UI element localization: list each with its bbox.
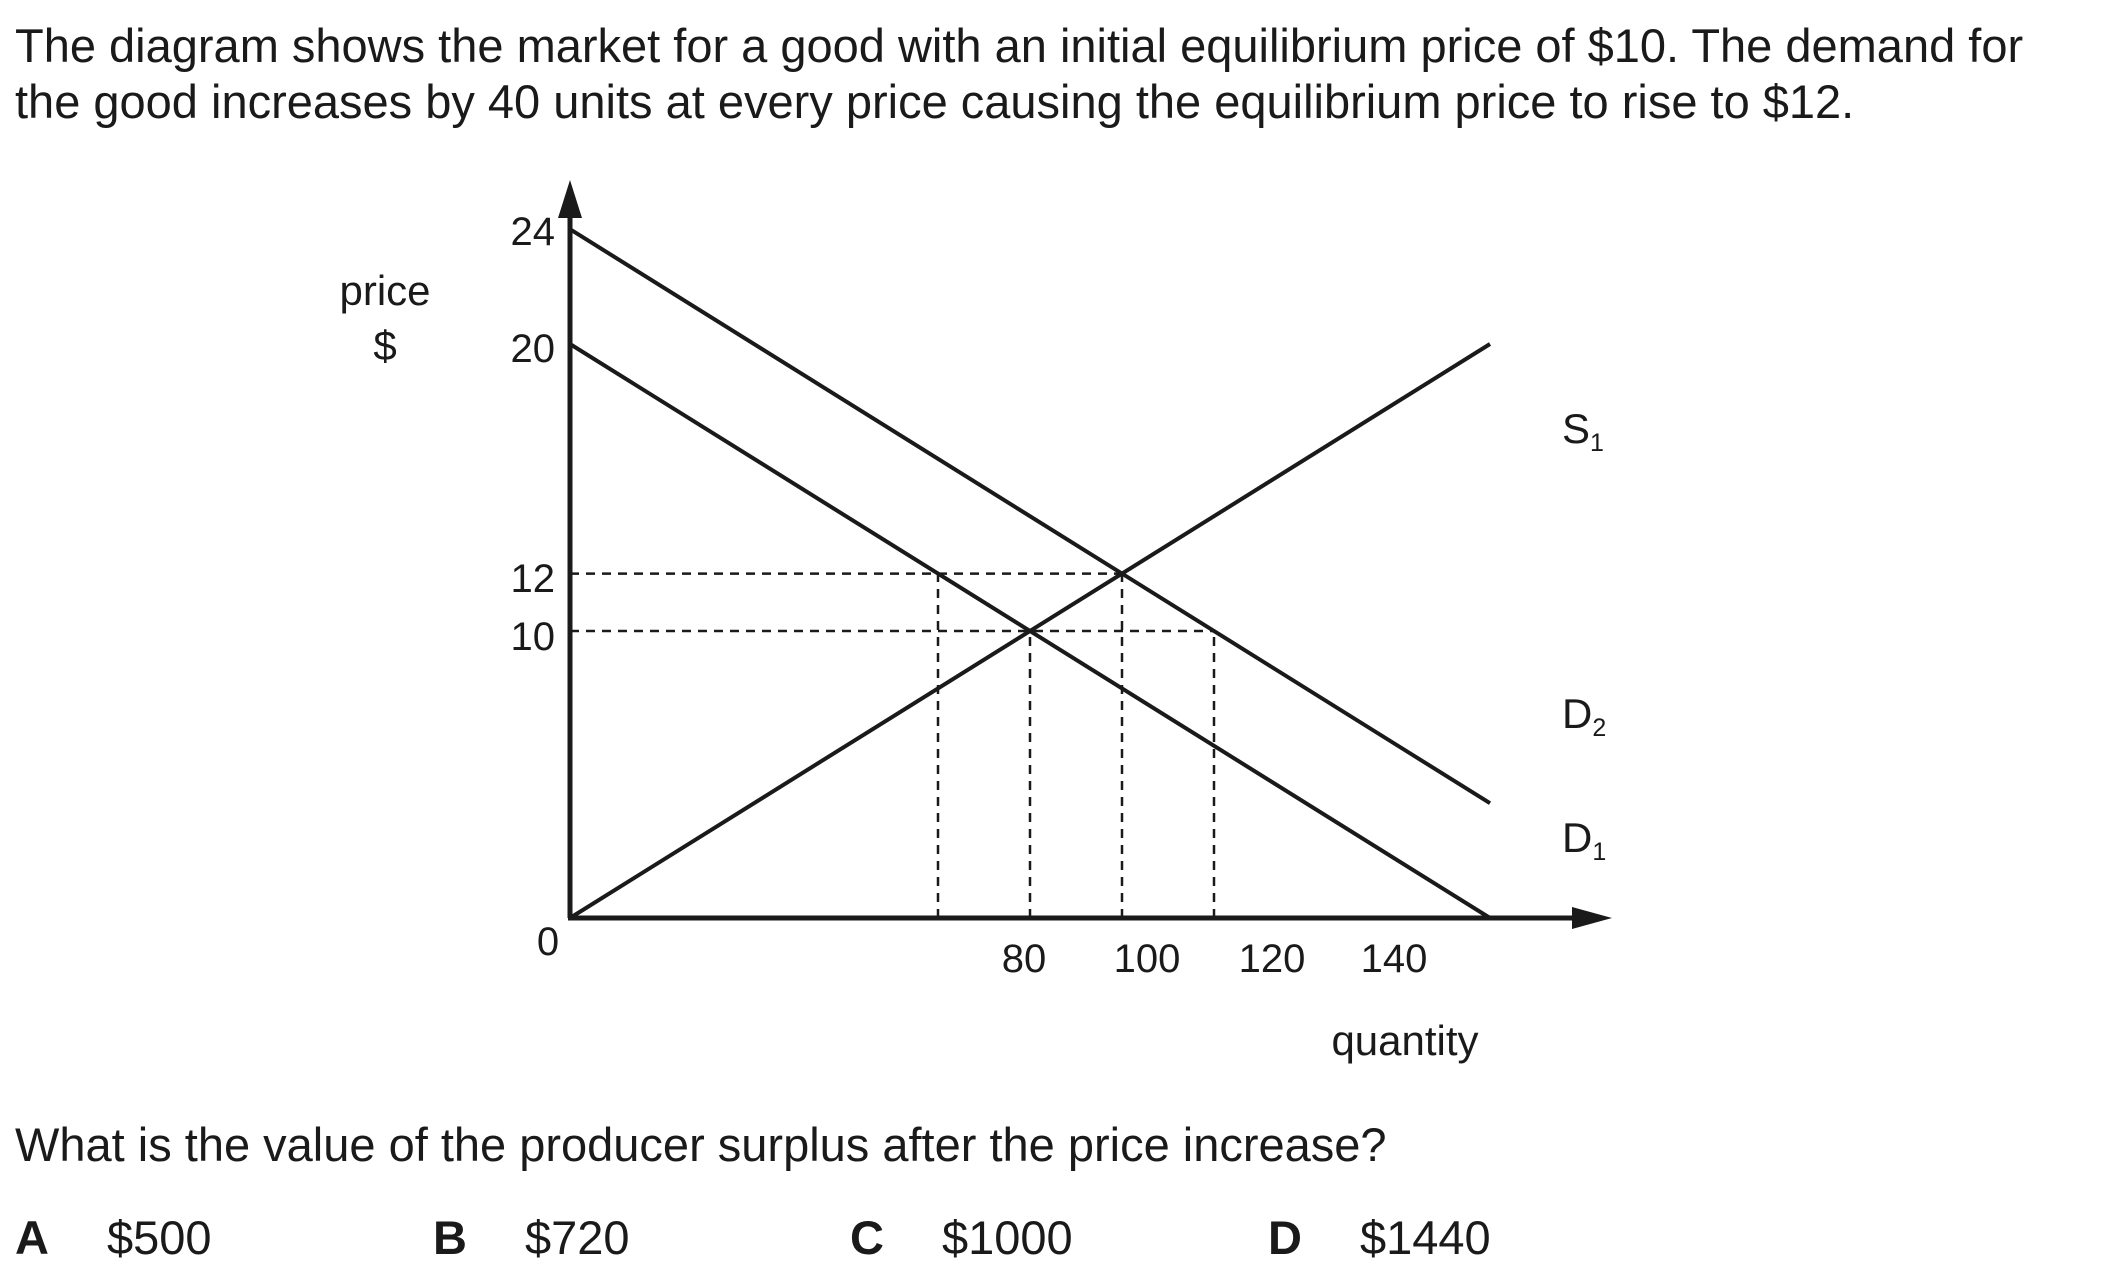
y-axis-label-unit: $: [373, 322, 396, 369]
x-tick-80: 80: [1002, 937, 1047, 981]
question-intro: The diagram shows the market for a good …: [15, 19, 2024, 128]
option-a-letter: A: [15, 1211, 49, 1264]
option-b-letter: B: [433, 1211, 467, 1264]
curve-label-d1: D1: [1562, 814, 1606, 866]
question-prompt: What is the value of the producer surplu…: [15, 1118, 1387, 1171]
curve-label-d2-letter: D: [1562, 690, 1592, 737]
y-tick-12: 12: [511, 557, 556, 601]
y-tick-10: 10: [511, 615, 556, 659]
curves: [568, 227, 1492, 920]
x-tick-140: 140: [1361, 937, 1428, 981]
x-tick-100: 100: [1114, 937, 1181, 981]
curve-label-s1: S1: [1562, 405, 1604, 457]
curve-label-d1-letter: D: [1562, 814, 1592, 861]
option-d-value: $1440: [1360, 1211, 1491, 1264]
curve-label-s1-subscript: 1: [1590, 429, 1604, 457]
y-axis-label-price: price: [339, 267, 430, 314]
curve-label-d1-subscript: 1: [1592, 838, 1606, 866]
curve-label-d2-subscript: 2: [1592, 714, 1606, 742]
option-a-value: $500: [107, 1211, 212, 1264]
reference-lines: [570, 572, 1216, 918]
curve-label-s1-letter: S: [1562, 405, 1590, 452]
option-d-letter: D: [1268, 1211, 1302, 1264]
x-axis-arrow: [1572, 907, 1612, 929]
answer-options: A $500 B $720 C $1000 D $1440: [0, 1210, 2102, 1270]
curve-d2: [568, 227, 1492, 805]
option-c-letter: C: [850, 1211, 884, 1264]
curve-d1: [568, 342, 1492, 920]
curve-label-d2: D2: [1562, 690, 1606, 742]
y-tick-20: 20: [511, 327, 556, 371]
x-tick-120: 120: [1239, 937, 1306, 981]
y-axis-arrow: [558, 180, 582, 218]
origin-label: 0: [537, 920, 559, 964]
option-b-value: $720: [525, 1211, 630, 1264]
x-axis-label: quantity: [1331, 1017, 1478, 1064]
y-tick-24: 24: [511, 210, 556, 254]
option-c-value: $1000: [942, 1211, 1073, 1264]
